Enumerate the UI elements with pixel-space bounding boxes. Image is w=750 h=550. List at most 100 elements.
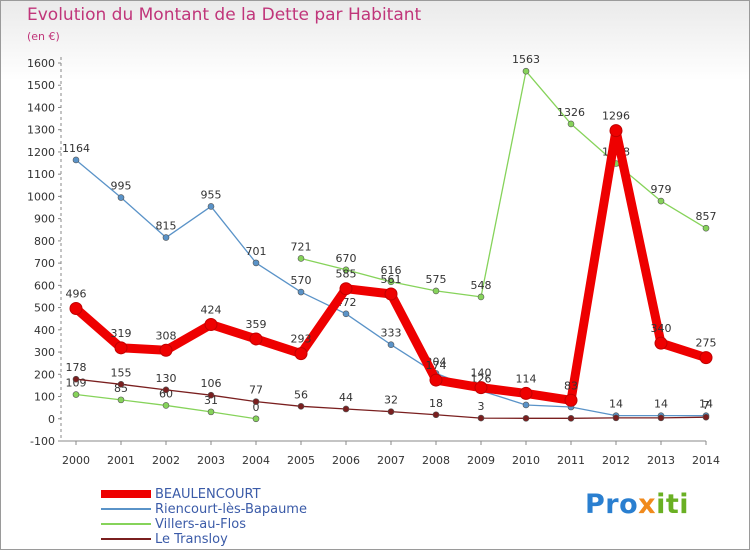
x-tick-label: 2013 (647, 454, 675, 467)
data-label: 1164 (62, 142, 90, 155)
legend-label: Riencourt-lès-Bapaume (155, 502, 307, 517)
data-label: 815 (156, 220, 177, 233)
x-tick-label: 2006 (332, 454, 360, 467)
data-point (204, 317, 218, 331)
data-label: 140 (471, 367, 492, 380)
data-point (162, 402, 170, 409)
legend-swatch (101, 523, 151, 525)
data-label: 44 (339, 391, 353, 404)
data-point (429, 373, 443, 387)
data-point (207, 203, 215, 210)
y-tick-label: 1400 (27, 101, 55, 114)
legend-label: Villers-au-Flos (155, 517, 246, 532)
y-tick-label: 600 (34, 279, 55, 292)
data-label: 979 (651, 183, 672, 196)
data-point (297, 288, 305, 296)
data-point (339, 282, 353, 296)
data-point (297, 403, 305, 410)
data-label: 721 (291, 240, 312, 253)
data-point (609, 124, 623, 138)
data-point (522, 415, 530, 422)
y-tick-label: 700 (34, 257, 55, 270)
data-label: 0 (253, 401, 260, 414)
series-line (300, 70, 707, 298)
data-point (567, 415, 575, 422)
data-point (387, 278, 395, 286)
data-label: 857 (696, 210, 717, 223)
y-tick-label: 0 (48, 413, 55, 426)
data-point (432, 287, 440, 295)
data-point (114, 341, 128, 355)
y-tick-label: 500 (34, 302, 55, 315)
data-label: 955 (201, 188, 222, 201)
data-label: 308 (156, 329, 177, 342)
data-label: 1326 (557, 106, 585, 119)
data-label: 3 (478, 400, 485, 413)
data-point (699, 351, 713, 365)
data-point (654, 336, 668, 350)
data-label: 155 (111, 366, 132, 379)
data-label: 319 (111, 327, 132, 340)
legend-label: BEAULENCOURT (155, 487, 261, 502)
data-point (72, 391, 80, 398)
data-label: 293 (291, 333, 312, 346)
data-point (252, 398, 260, 405)
x-tick-label: 2009 (467, 454, 495, 467)
data-label: 548 (471, 279, 492, 292)
data-label: 333 (381, 327, 402, 340)
legend-swatch (101, 490, 151, 498)
data-label: 424 (201, 303, 222, 316)
x-tick-label: 2008 (422, 454, 450, 467)
data-label: 14 (609, 398, 623, 411)
y-tick-label: 300 (34, 346, 55, 359)
data-point (249, 332, 263, 346)
data-label: 14 (699, 398, 713, 411)
x-tick-label: 2001 (107, 454, 135, 467)
data-point (162, 386, 170, 394)
x-tick-label: 2012 (602, 454, 630, 467)
data-point (342, 405, 350, 413)
data-label: 1563 (512, 53, 540, 66)
data-label: 18 (429, 397, 443, 410)
y-tick-label: 400 (34, 324, 55, 337)
data-label: 178 (66, 361, 87, 374)
data-point (162, 234, 170, 241)
data-label: 32 (384, 394, 398, 407)
data-label: 585 (336, 268, 357, 281)
data-point (69, 301, 83, 315)
data-label: 56 (294, 388, 308, 401)
data-label: 575 (426, 273, 447, 286)
chart-subtitle: (en €) (27, 30, 60, 43)
data-label: 130 (156, 372, 177, 385)
data-label: 561 (381, 273, 402, 286)
y-tick-label: 1200 (27, 146, 55, 159)
x-tick-label: 2007 (377, 454, 405, 467)
y-tick-label: 800 (34, 235, 55, 248)
legend-swatch (101, 508, 151, 510)
data-label: 114 (516, 372, 537, 385)
x-tick-label: 2000 (62, 454, 90, 467)
data-point (564, 393, 578, 407)
data-point (207, 391, 215, 399)
data-point (657, 197, 665, 205)
data-point (702, 413, 710, 421)
y-tick-label: 100 (34, 391, 55, 404)
data-label: 496 (66, 287, 87, 300)
data-point (522, 401, 530, 409)
x-tick-label: 2014 (692, 454, 720, 467)
data-point (387, 408, 395, 415)
data-label: 77 (249, 384, 263, 397)
data-point (567, 120, 575, 128)
x-tick-label: 2010 (512, 454, 540, 467)
data-point (252, 259, 260, 267)
data-point (117, 380, 125, 388)
data-point (522, 67, 530, 75)
data-label: 670 (336, 252, 357, 265)
data-point (384, 287, 398, 301)
y-tick-label: 900 (34, 213, 55, 226)
data-label: 7 (703, 399, 710, 412)
data-point (387, 341, 395, 349)
x-tick-label: 2002 (152, 454, 180, 467)
data-label: 359 (246, 318, 267, 331)
